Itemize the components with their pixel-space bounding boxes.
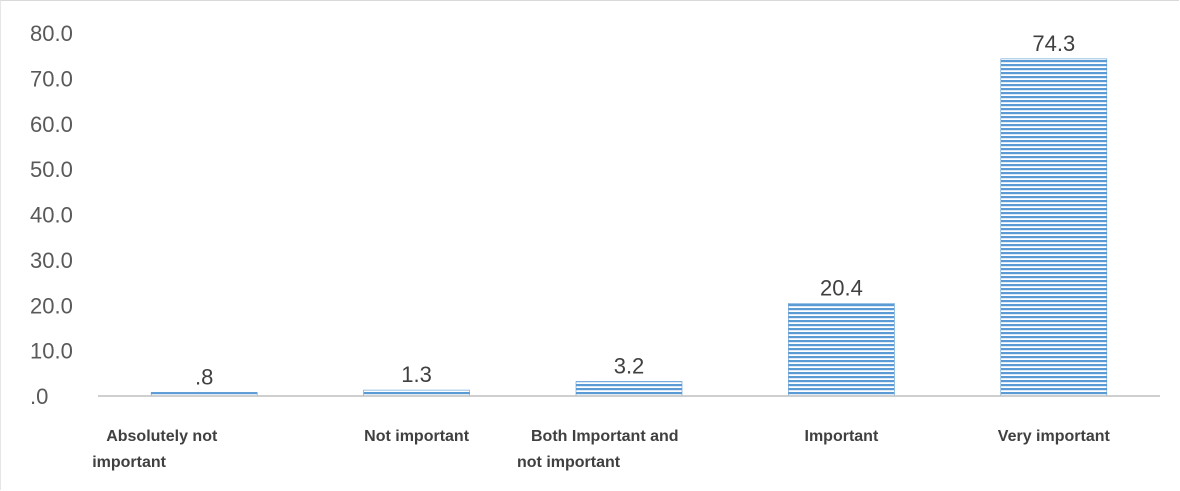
x-category-label: Very important [959,424,1149,450]
bar [1000,58,1108,397]
y-tick-label: 60.0 [30,112,73,137]
y-tick-label: 30.0 [30,248,73,273]
y-tick-label: .0 [30,384,48,409]
bar [575,381,683,397]
x-category-label-line: Very important [997,428,1110,445]
bar [363,389,470,397]
x-category-label-line: Important [804,428,879,445]
data-label: 1.3 [401,362,432,387]
data-label: 20.4 [820,275,863,300]
x-category-label: Important [746,424,936,450]
x-category-label: Not important [322,424,512,450]
bars [150,58,1108,397]
x-category-label-line: important [92,454,166,471]
x-category-label-line: Absolutely not [106,428,218,445]
x-category-label-line: Not important [364,428,470,445]
x-category-label-line: not important [517,454,621,471]
y-tick-label: 80.0 [30,21,73,46]
data-label: 74.3 [1032,31,1075,56]
y-axis-tick-labels: .0 10.0 20.0 30.0 40.0 50.0 60.0 70.0 80.0 [30,21,73,409]
y-tick-label: 40.0 [30,203,73,228]
y-tick-label: 70.0 [30,66,73,91]
y-tick-label: 50.0 [30,157,73,182]
x-category-label-line: Both Important and [531,428,679,445]
data-label: .8 [195,364,213,389]
y-tick-label: 20.0 [30,293,73,318]
x-category-label: Absolutely not important [92,424,217,476]
bar [788,303,895,397]
data-labels: .8 1.3 3.2 20.4 74.3 [195,31,1075,390]
y-tick-label: 10.0 [30,339,73,364]
x-category-label: Both Important and not important [517,424,679,476]
data-label: 3.2 [614,353,645,378]
